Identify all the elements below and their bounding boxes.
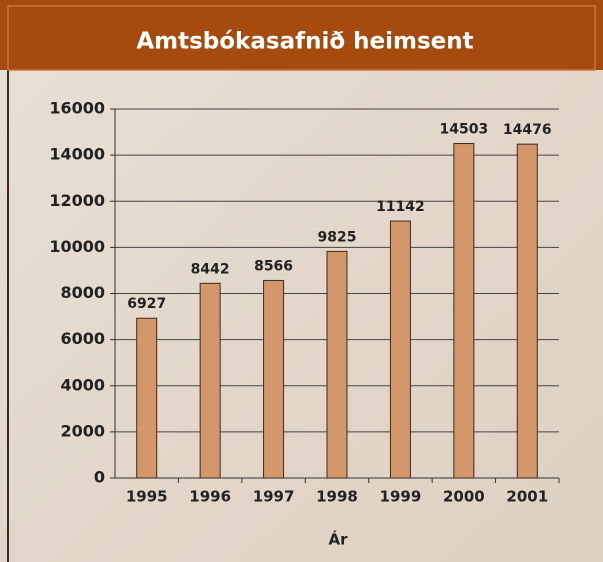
y-tick-label: 14000 bbox=[49, 145, 105, 164]
bar bbox=[136, 317, 158, 479]
y-tick-label: 10000 bbox=[49, 237, 105, 256]
x-tick-label: 2000 bbox=[443, 488, 485, 506]
data-label: 9825 bbox=[318, 229, 357, 245]
y-tick-label: 4000 bbox=[60, 375, 105, 394]
y-tick-label: 16000 bbox=[49, 99, 105, 118]
bar bbox=[199, 282, 221, 479]
title-bar-border bbox=[7, 5, 596, 71]
x-tick-label: 1999 bbox=[380, 488, 422, 506]
x-tick-label: 1995 bbox=[126, 488, 168, 506]
y-tick-label: 0 bbox=[94, 468, 105, 487]
bar bbox=[263, 279, 285, 479]
y-tick-label: 12000 bbox=[49, 191, 105, 210]
y-tick-label: 2000 bbox=[60, 421, 105, 440]
data-label: 14503 bbox=[439, 122, 488, 138]
chart-title: Amtsbókasafnið heimsent bbox=[136, 29, 473, 55]
data-label: 8442 bbox=[191, 261, 230, 277]
data-label: 11142 bbox=[376, 199, 425, 215]
x-axis-label: Ár bbox=[328, 530, 348, 549]
bar bbox=[453, 143, 475, 479]
x-tick-label: 1998 bbox=[316, 488, 358, 506]
bar bbox=[389, 220, 411, 479]
x-tick-label: 2001 bbox=[506, 488, 548, 506]
data-label: 8566 bbox=[254, 258, 293, 274]
y-tick-label: 8000 bbox=[60, 283, 105, 302]
bar bbox=[516, 143, 538, 479]
title-bar bbox=[0, 0, 603, 70]
data-label: 6927 bbox=[127, 296, 166, 312]
data-label: 14476 bbox=[503, 122, 552, 138]
bar bbox=[326, 250, 348, 479]
y-tick-label: 6000 bbox=[60, 329, 105, 348]
x-tick-label: 1997 bbox=[253, 488, 295, 506]
x-tick-label: 1996 bbox=[189, 488, 231, 506]
